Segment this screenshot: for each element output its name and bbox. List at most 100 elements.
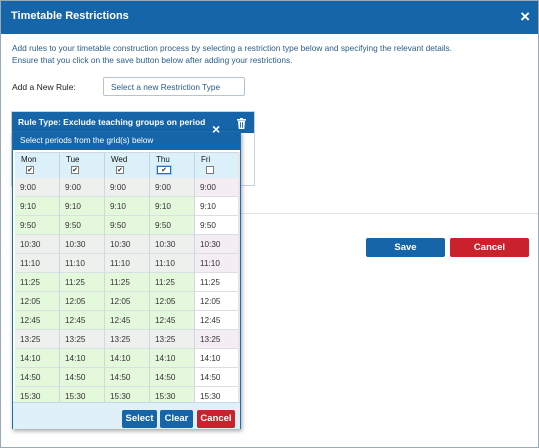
period-slot[interactable]: 12:45	[15, 311, 60, 330]
select-button[interactable]: Select	[122, 410, 157, 428]
period-slot[interactable]: 13:25	[105, 330, 150, 349]
restriction-type-select[interactable]: Select a new Restriction Type	[103, 77, 245, 96]
period-picker-title: Select periods from the grid(s) below	[20, 136, 154, 145]
period-slot[interactable]: 11:10	[60, 254, 105, 273]
cancel-button[interactable]: Cancel	[450, 238, 529, 257]
period-slot[interactable]: 9:00	[105, 178, 150, 197]
period-slot[interactable]: 12:05	[60, 292, 105, 311]
period-slot[interactable]: 12:45	[60, 311, 105, 330]
period-slot[interactable]: 11:25	[15, 273, 60, 292]
day-name: Fri	[201, 155, 211, 164]
period-slot[interactable]: 12:05	[195, 292, 240, 311]
period-slot[interactable]: 14:10	[150, 349, 195, 368]
day-checkbox-thu[interactable]: ✔	[157, 166, 171, 174]
period-slot[interactable]: 10:30	[15, 235, 60, 254]
period-slot[interactable]: 13:25	[60, 330, 105, 349]
day-header-tue: Tue ✔	[60, 153, 105, 178]
day-checkbox-wed[interactable]: ✔	[116, 166, 124, 174]
period-slot[interactable]: 11:25	[105, 273, 150, 292]
add-rule-label: Add a New Rule:	[12, 82, 76, 92]
period-slot[interactable]: 10:30	[105, 235, 150, 254]
period-slot[interactable]: 11:25	[195, 273, 240, 292]
day-header-thu: Thu ✔	[150, 153, 195, 178]
day-name: Tue	[66, 155, 80, 164]
period-slot[interactable]: 14:10	[60, 349, 105, 368]
period-slot[interactable]: 14:50	[60, 368, 105, 387]
period-slot[interactable]: 15:30	[150, 387, 195, 403]
day-checkbox-mon[interactable]: ✔	[26, 166, 34, 174]
period-slot[interactable]: 9:00	[15, 178, 60, 197]
day-name: Mon	[21, 155, 37, 164]
period-slot[interactable]: 12:05	[15, 292, 60, 311]
dialog-titlebar: Timetable Restrictions ×	[1, 1, 538, 34]
period-slot[interactable]: 14:10	[15, 349, 60, 368]
period-slot[interactable]: 11:10	[195, 254, 240, 273]
period-slot[interactable]: 9:10	[15, 197, 60, 216]
period-slot[interactable]: 9:00	[60, 178, 105, 197]
period-grid: Mon ✔ 9:00 9:10 9:50 10:30 11:10 11:25 12:05 12:4…	[15, 152, 240, 403]
period-slot[interactable]: 9:00	[195, 178, 240, 197]
period-slot[interactable]: 9:00	[150, 178, 195, 197]
period-slot[interactable]: 11:25	[60, 273, 105, 292]
period-slot[interactable]: 9:50	[150, 216, 195, 235]
period-slot[interactable]: 14:50	[195, 368, 240, 387]
day-header-wed: Wed ✔	[105, 153, 150, 178]
period-slot[interactable]: 12:05	[105, 292, 150, 311]
period-slot[interactable]: 11:10	[15, 254, 60, 273]
period-picker-header: Select periods from the grid(s) below	[13, 132, 240, 150]
period-slot[interactable]: 9:50	[105, 216, 150, 235]
period-slot[interactable]: 15:30	[15, 387, 60, 403]
period-slot[interactable]: 11:25	[150, 273, 195, 292]
day-checkbox-fri[interactable]	[206, 166, 214, 174]
period-slot[interactable]: 9:50	[195, 216, 240, 235]
divider	[241, 213, 538, 214]
period-slot[interactable]: 9:10	[105, 197, 150, 216]
close-icon[interactable]: ×	[520, 7, 530, 26]
day-header-mon: Mon ✔	[15, 153, 60, 178]
period-slot[interactable]: 12:45	[105, 311, 150, 330]
scrollbar[interactable]	[238, 152, 240, 402]
period-slot[interactable]: 11:10	[105, 254, 150, 273]
period-slot[interactable]: 13:25	[15, 330, 60, 349]
period-slot[interactable]: 9:10	[195, 197, 240, 216]
period-slot[interactable]: 14:50	[15, 368, 60, 387]
period-slot[interactable]: 13:25	[150, 330, 195, 349]
period-slot[interactable]: 9:50	[15, 216, 60, 235]
close-icon[interactable]: ×	[212, 121, 221, 137]
period-slot[interactable]: 14:10	[195, 349, 240, 368]
period-slot[interactable]: 10:30	[60, 235, 105, 254]
period-slot[interactable]: 12:45	[195, 311, 240, 330]
rule-header: Rule Type: Exclude teaching groups on pe…	[12, 112, 254, 133]
period-slot[interactable]: 15:30	[195, 387, 240, 403]
period-slot[interactable]: 14:50	[150, 368, 195, 387]
period-slot[interactable]: 12:05	[150, 292, 195, 311]
period-slot[interactable]: 10:30	[195, 235, 240, 254]
period-slot[interactable]: 9:10	[150, 197, 195, 216]
period-slot[interactable]: 15:30	[60, 387, 105, 403]
period-slot[interactable]: 15:30	[105, 387, 150, 403]
period-slot[interactable]: 14:10	[105, 349, 150, 368]
period-picker-popup: Select periods from the grid(s) below Mo…	[12, 131, 241, 429]
instructions: Add rules to your timetable construction…	[12, 42, 527, 66]
rule-type-label: Rule Type: Exclude teaching groups on pe…	[18, 117, 206, 127]
save-button[interactable]: Save	[366, 238, 445, 257]
period-slot[interactable]: 10:30	[150, 235, 195, 254]
period-slot[interactable]: 9:50	[60, 216, 105, 235]
dialog-title: Timetable Restrictions	[11, 10, 129, 22]
day-header-fri: Fri	[195, 153, 240, 178]
period-slot[interactable]: 13:25	[195, 330, 240, 349]
period-picker-footer: Select Clear Cancel	[13, 402, 240, 429]
clear-button[interactable]: Clear	[160, 410, 193, 428]
period-slot[interactable]: 12:45	[150, 311, 195, 330]
instructions-line-2: Ensure that you click on the save button…	[12, 55, 293, 65]
picker-cancel-button[interactable]: Cancel	[197, 410, 235, 428]
day-checkbox-tue[interactable]: ✔	[71, 166, 79, 174]
period-slot[interactable]: 11:10	[150, 254, 195, 273]
trash-icon[interactable]	[237, 116, 246, 134]
day-name: Wed	[111, 155, 128, 164]
period-slot[interactable]: 14:50	[105, 368, 150, 387]
period-slot[interactable]: 9:10	[60, 197, 105, 216]
day-name: Thu	[156, 155, 170, 164]
instructions-line-1: Add rules to your timetable construction…	[12, 43, 452, 53]
